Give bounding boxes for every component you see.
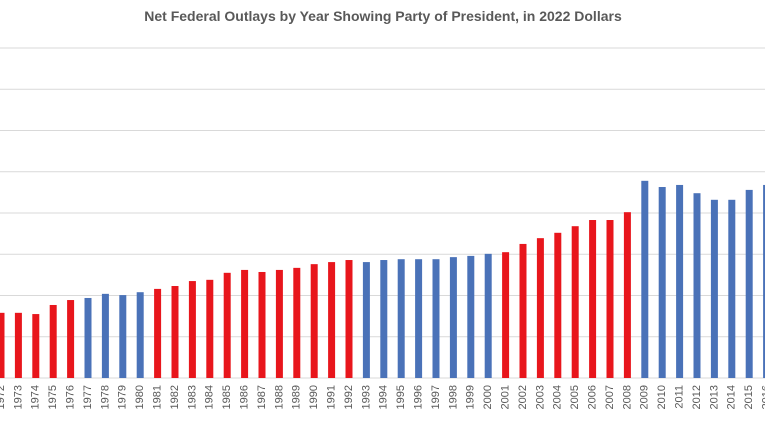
bar — [676, 184, 684, 378]
bar — [293, 267, 301, 378]
bar — [275, 269, 283, 378]
bar — [206, 279, 214, 378]
bar — [328, 262, 336, 378]
x-tick-label: 1980 — [134, 385, 146, 409]
x-tick-label: 1985 — [221, 385, 233, 409]
bar — [345, 260, 353, 378]
x-tick-label: 2016 — [761, 385, 765, 409]
x-tick-label: 2001 — [500, 385, 512, 409]
x-tick-label: 1991 — [326, 385, 338, 409]
x-tick-label: 1993 — [360, 385, 372, 409]
bar — [589, 220, 597, 378]
x-tick-label: 2008 — [621, 385, 633, 409]
bar — [658, 187, 666, 378]
bar — [171, 286, 179, 378]
bar — [484, 253, 492, 378]
x-tick-label: 2013 — [708, 385, 720, 409]
bar — [32, 314, 40, 378]
x-tick-label: 1990 — [308, 385, 320, 409]
bar — [362, 262, 370, 378]
bar — [258, 271, 266, 378]
x-tick-label: 1982 — [169, 385, 181, 409]
bar — [310, 264, 318, 378]
x-tick-label: 1987 — [256, 385, 268, 409]
x-tick-label: 2000 — [482, 385, 494, 409]
x-tick-label: 1995 — [395, 385, 407, 409]
bar — [467, 255, 475, 378]
bar — [432, 259, 440, 378]
x-tick-label: 1998 — [447, 385, 459, 409]
bar — [415, 259, 423, 378]
bar — [728, 199, 736, 378]
bar — [641, 180, 649, 378]
x-tick-label: 1973 — [12, 385, 24, 409]
bar — [84, 297, 92, 378]
x-tick-label: 1989 — [291, 385, 303, 409]
bar — [14, 312, 22, 378]
bar — [188, 281, 196, 378]
bar — [745, 189, 753, 378]
bar — [693, 193, 701, 378]
bar — [710, 199, 718, 378]
bar — [397, 259, 405, 378]
x-tick-label: 1978 — [99, 385, 111, 409]
x-tick-label: 2011 — [674, 385, 686, 409]
x-tick-label: 1975 — [47, 385, 59, 409]
bar — [449, 257, 457, 378]
x-tick-label: 2007 — [604, 385, 616, 409]
bar — [67, 300, 75, 378]
x-tick-label: 1972 — [0, 385, 7, 409]
bar — [136, 292, 144, 378]
bar — [119, 295, 127, 378]
bar — [0, 312, 5, 378]
x-tick-label: 1976 — [65, 385, 77, 409]
bar — [101, 293, 109, 378]
x-tick-label: 1994 — [378, 385, 390, 409]
bar — [380, 260, 388, 378]
bar — [606, 220, 614, 378]
x-tick-label: 1984 — [204, 385, 216, 409]
bar — [519, 243, 527, 378]
bar — [49, 304, 57, 378]
x-tick-label: 1988 — [273, 385, 285, 409]
x-tick-label: 2009 — [639, 385, 651, 409]
x-tick-label: 2010 — [656, 385, 668, 409]
bar — [502, 252, 510, 378]
x-tick-label: 1999 — [465, 385, 477, 409]
x-tick-label: 1974 — [30, 385, 42, 409]
x-tick-label: 2004 — [552, 385, 564, 409]
bar — [571, 226, 579, 378]
x-tick-label: 2006 — [587, 385, 599, 409]
bar — [536, 238, 544, 378]
bar — [223, 272, 231, 378]
x-tick-label: 1997 — [430, 385, 442, 409]
x-tick-label: 1983 — [186, 385, 198, 409]
bar — [241, 269, 249, 378]
x-tick-label: 2015 — [743, 385, 755, 409]
x-tick-label: 1992 — [343, 385, 355, 409]
x-tick-label: 2005 — [569, 385, 581, 409]
x-tick-label: 1977 — [82, 385, 94, 409]
bar — [554, 232, 562, 378]
x-tick-label: 2012 — [691, 385, 703, 409]
chart-title: Net Federal Outlays by Year Showing Part… — [144, 8, 622, 24]
x-tick-label: 2014 — [726, 385, 738, 409]
x-tick-label: 1986 — [239, 385, 251, 409]
x-tick-label: 1979 — [117, 385, 129, 409]
bar — [154, 288, 162, 378]
x-tick-label: 1996 — [413, 385, 425, 409]
x-tick-label: 2002 — [517, 385, 529, 409]
x-tick-label: 1981 — [152, 385, 164, 409]
x-tick-label: 2003 — [534, 385, 546, 409]
bar — [763, 184, 765, 378]
bar — [623, 212, 631, 378]
